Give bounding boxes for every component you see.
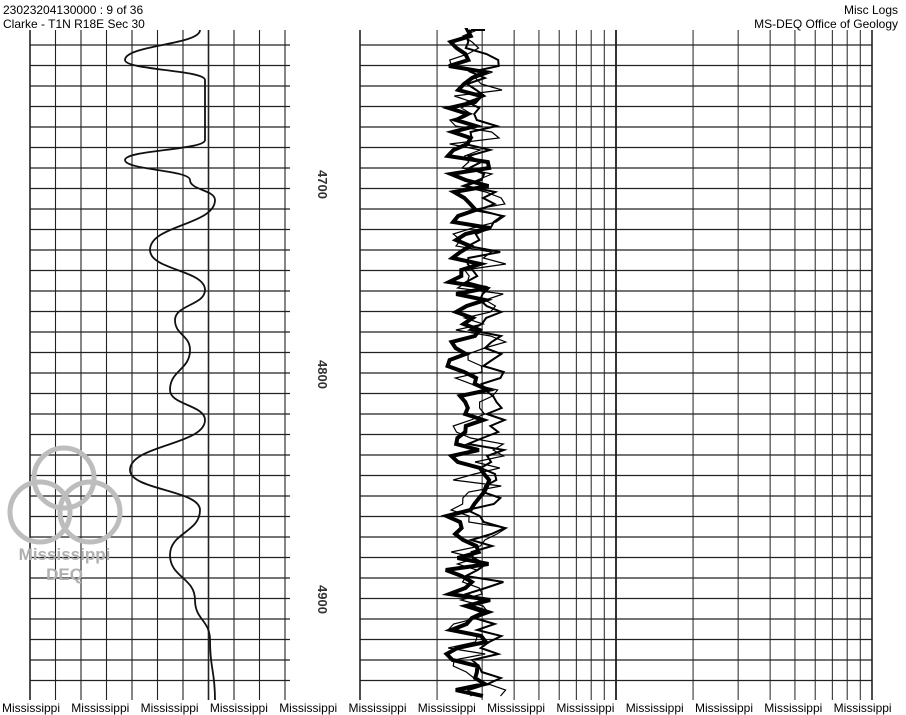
depth-label: 4900: [315, 585, 330, 614]
footer-watermark-label: Mississippi: [833, 701, 892, 715]
footer-watermark-label: Mississippi: [764, 701, 823, 715]
watermark-line2: DEQ: [46, 565, 83, 584]
curve-left-track: [124, 29, 216, 701]
depth-label: 4800: [315, 360, 330, 389]
footer-watermark-label: Mississippi: [417, 701, 476, 715]
watermark-line1: Mississippi: [18, 545, 111, 564]
mdeq-logo-icon: [7, 445, 123, 545]
footer-watermark-label: Mississippi: [487, 701, 546, 715]
log-category: Misc Logs: [843, 3, 898, 17]
curve-right-track-3: [446, 29, 509, 697]
footer-watermark-label: Mississippi: [695, 701, 754, 715]
document-id: 23023204130000 : 9 of 36: [3, 3, 144, 17]
footer-watermark-label: Mississippi: [2, 701, 61, 715]
footer-watermark-label: Mississippi: [348, 701, 407, 715]
footer-watermark-label: Mississippi: [556, 701, 615, 715]
footer-watermark-label: Mississippi: [625, 701, 684, 715]
curve-right-track-2: [461, 29, 508, 697]
footer-watermark-label: Mississippi: [71, 701, 130, 715]
mdeq-watermark-logo: Mississippi DEQ: [2, 440, 127, 585]
well-location: Clarke - T1N R18E Sec 30: [3, 17, 145, 31]
footer-watermark-label: Mississippi: [209, 701, 268, 715]
footer-watermark-label: Mississippi: [140, 701, 199, 715]
footer-watermark-label: Mississippi: [279, 701, 338, 715]
depth-label: 4700: [315, 170, 330, 199]
agency-name: MS-DEQ Office of Geology: [754, 17, 898, 31]
